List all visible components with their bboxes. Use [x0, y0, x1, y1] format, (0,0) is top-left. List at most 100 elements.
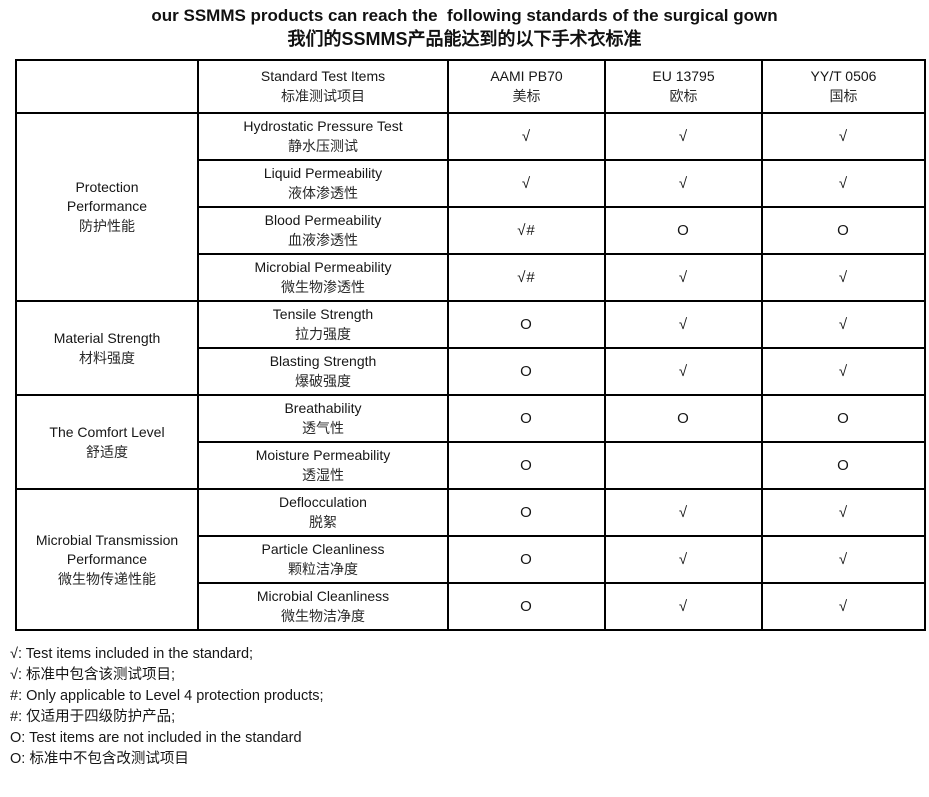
table-row: Protection Performance 防护性能 Hydrostatic …: [15, 112, 926, 302]
test-item-en: Particle Cleanliness: [261, 541, 385, 557]
compliance-mark: O: [447, 535, 606, 584]
table-row: Particle Cleanliness 颗粒洁净度 O √ √: [16, 535, 926, 584]
footnote-check-en: √: Test items included in the standard;: [10, 646, 254, 662]
column-header-zh: 美标: [512, 88, 541, 104]
test-item-label: Tensile Strength 拉力强度: [197, 300, 449, 349]
table-row: Liquid Permeability 液体渗透性 √ √ √: [16, 159, 926, 208]
compliance-mark-empty: [604, 441, 763, 490]
column-header-en: YY/T 0506: [810, 68, 877, 84]
test-item-label: Liquid Permeability 液体渗透性: [197, 159, 449, 208]
compliance-mark: O: [447, 488, 606, 537]
compliance-mark: √: [604, 582, 763, 631]
compliance-mark: O: [761, 394, 926, 443]
compliance-mark: O: [447, 300, 606, 349]
legend-footnotes: √: Test items included in the standard; …: [10, 644, 929, 770]
column-header-en: Standard Test Items: [260, 68, 386, 84]
compliance-mark: √: [604, 300, 763, 349]
header-row: Standard Test Items 标准测试项目 AAMI PB70 美标 …: [15, 59, 926, 114]
test-item-en: Hydrostatic Pressure Test: [243, 118, 403, 134]
footnote-o-en: O: Test items are not included in the st…: [10, 730, 302, 746]
test-item-zh: 液体渗透性: [288, 185, 358, 201]
group-label-line: Material Strength: [53, 329, 161, 346]
test-item-en: Liquid Permeability: [263, 165, 383, 181]
compliance-mark: O: [447, 441, 606, 490]
compliance-mark: O: [447, 394, 606, 443]
group-label-line: The Comfort Level: [49, 423, 165, 440]
table-row: Microbial Cleanliness 微生物洁净度 O √ √: [16, 582, 926, 631]
group-label-line: Protection: [75, 179, 139, 195]
compliance-mark: O: [447, 582, 606, 631]
row-group-label-protection-performance: Protection Performance 防护性能: [15, 112, 199, 302]
table-row: Microbial Permeability 微生物渗透性 √# √ √: [16, 253, 926, 302]
page-title-en: our SSMMS products can reach the followi…: [151, 6, 778, 25]
test-item-label: Moisture Permeability 透湿性: [197, 441, 449, 490]
group-label-line: Performance: [66, 550, 148, 567]
test-item-label: Particle Cleanliness 颗粒洁净度: [197, 535, 449, 584]
test-item-en: Breathability: [284, 400, 362, 416]
group-label-line: 舒适度: [86, 443, 128, 460]
column-header-en: EU 13795: [652, 68, 715, 84]
compliance-mark: √: [761, 582, 926, 631]
compliance-mark: √: [604, 347, 763, 396]
column-header-test-items: Standard Test Items 标准测试项目: [197, 59, 449, 114]
compliance-mark: √: [761, 300, 926, 349]
compliance-mark: √: [447, 112, 606, 161]
compliance-mark: O: [761, 206, 926, 255]
test-item-en: Microbial Permeability: [254, 259, 392, 275]
compliance-mark: √: [761, 159, 926, 208]
compliance-mark: √: [604, 253, 763, 302]
table-row: The Comfort Level 舒适度 Breathability 透气性 …: [15, 394, 926, 490]
test-item-label: Blood Permeability 血液渗透性: [197, 206, 449, 255]
column-header-en: AAMI PB70: [490, 68, 563, 84]
footnote-hash-zh: #: 仅适用于四级防护产品;: [10, 709, 176, 725]
test-item-zh: 颗粒洁净度: [288, 561, 358, 577]
compliance-mark: √#: [447, 206, 606, 255]
table-row: Blasting Strength 爆破强度 O √ √: [16, 347, 926, 396]
footnote-o-zh: O: 标准中不包含改测试项目: [10, 751, 189, 767]
column-header-yyt-0506: YY/T 0506 国标: [761, 59, 926, 114]
test-item-en: Microbial Cleanliness: [256, 588, 390, 604]
column-header-eu-13795: EU 13795 欧标: [604, 59, 763, 114]
row-group-label-microbial-transmission: Microbial Transmission Performance 微生物传递…: [15, 488, 199, 631]
test-item-zh: 血液渗透性: [288, 232, 358, 248]
column-header-zh: 标准测试项目: [281, 88, 365, 104]
test-item-label: Microbial Cleanliness 微生物洁净度: [197, 582, 449, 631]
table-row: Material Strength 材料强度 Tensile Strength …: [15, 300, 926, 396]
compliance-mark: √: [604, 488, 763, 537]
test-item-zh: 爆破强度: [295, 373, 351, 389]
compliance-mark: √: [604, 535, 763, 584]
compliance-mark: O: [604, 394, 763, 443]
test-item-label: Microbial Permeability 微生物渗透性: [197, 253, 449, 302]
group-label-line: Performance: [66, 198, 148, 214]
test-item-zh: 微生物洁净度: [281, 608, 365, 624]
compliance-mark: √: [761, 347, 926, 396]
compliance-mark: √: [604, 112, 763, 161]
test-item-label: Blasting Strength 爆破强度: [197, 347, 449, 396]
test-item-zh: 透气性: [302, 420, 344, 436]
compliance-mark: √: [604, 159, 763, 208]
footnote-check-zh: √: 标准中包含该测试项目;: [10, 667, 176, 683]
compliance-mark: √: [761, 253, 926, 302]
test-item-zh: 微生物渗透性: [281, 279, 365, 295]
row-group-label-material-strength: Material Strength 材料强度: [15, 300, 199, 396]
compliance-mark: O: [447, 347, 606, 396]
table-row: Blood Permeability 血液渗透性 √# O O: [16, 206, 926, 255]
test-item-zh: 拉力强度: [295, 326, 351, 342]
group-label-line: 微生物传递性能: [58, 570, 156, 587]
test-item-en: Blasting Strength: [269, 353, 377, 369]
group-label-line: 材料强度: [79, 349, 135, 366]
compliance-mark: O: [761, 441, 926, 490]
group-label-line: 防护性能: [79, 218, 135, 234]
column-header-zh: 国标: [829, 88, 858, 104]
footnote-hash-en: #: Only applicable to Level 4 protection…: [10, 688, 324, 704]
table-row: Microbial Transmission Performance 微生物传递…: [15, 488, 926, 631]
compliance-mark: √: [761, 112, 926, 161]
test-item-zh: 脱絮: [309, 514, 337, 530]
test-item-zh: 静水压测试: [288, 138, 358, 154]
standards-table: Standard Test Items 标准测试项目 AAMI PB70 美标 …: [15, 59, 926, 631]
test-item-label: Breathability 透气性: [197, 394, 449, 443]
test-item-en: Moisture Permeability: [255, 447, 391, 463]
test-item-en: Deflocculation: [279, 494, 367, 510]
compliance-mark: √#: [447, 253, 606, 302]
